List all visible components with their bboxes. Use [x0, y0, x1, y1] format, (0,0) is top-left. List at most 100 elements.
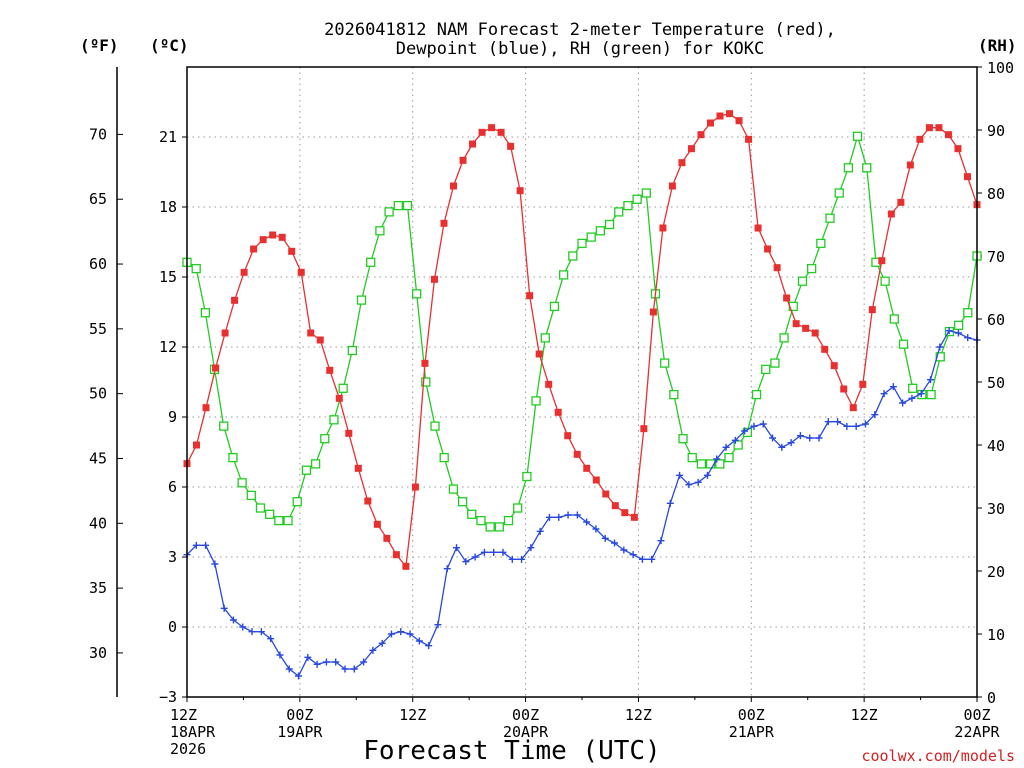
- dewpoint-point: [276, 651, 284, 659]
- tick-label-time: 20APR: [503, 723, 549, 741]
- rh-point: [825, 213, 835, 223]
- unit-label-fahrenheit: (ºF): [80, 36, 119, 55]
- dewpoint-point: [731, 436, 739, 444]
- temperature-point: [288, 247, 296, 255]
- temperature-point: [830, 362, 838, 370]
- temperature-point: [916, 135, 924, 143]
- dewpoint-point: [620, 546, 628, 554]
- rh-point: [246, 490, 256, 501]
- rh-point: [347, 345, 357, 356]
- rh-point: [503, 515, 514, 526]
- rh-point: [568, 251, 578, 261]
- chart-title-line2: Dewpoint (blue), RH (green) for KOKC: [396, 39, 764, 59]
- temperature-point: [592, 476, 600, 484]
- dewpoint-point: [248, 628, 256, 636]
- credit-link[interactable]: coolwx.com/models: [861, 747, 1015, 765]
- temperature-point: [706, 119, 714, 127]
- temperature-point: [716, 112, 724, 120]
- temperature-point: [792, 320, 800, 328]
- tick-label-celsius: 6: [168, 478, 177, 496]
- tick-label-fahrenheit: 60: [89, 255, 107, 273]
- temperature-point: [488, 124, 496, 132]
- dewpoint-point: [666, 499, 674, 507]
- rh-point: [329, 415, 339, 425]
- dewpoint-point: [397, 628, 405, 636]
- x-axis-label: Forecast Time (UTC): [363, 736, 660, 766]
- rh-point: [485, 522, 495, 532]
- tick-label-celsius: 18: [159, 198, 177, 216]
- tick-label-fahrenheit: 65: [89, 190, 107, 208]
- rh-point: [255, 503, 266, 513]
- tick-label-fahrenheit: 35: [89, 579, 107, 597]
- tick-label-fahrenheit: 45: [89, 449, 107, 467]
- temperature-point: [868, 306, 876, 314]
- dewpoint-point: [378, 639, 386, 647]
- temperature-point: [383, 534, 391, 542]
- rh-point: [467, 509, 477, 519]
- temperature-point: [897, 198, 905, 206]
- dewpoint-point: [657, 537, 665, 545]
- series-dewpoint: [183, 327, 981, 680]
- dewpoint-point: [769, 434, 777, 442]
- dewpoint-point: [796, 432, 804, 440]
- dewpoint-point: [387, 630, 395, 638]
- temperature-point: [564, 432, 572, 440]
- rh-point: [430, 421, 440, 431]
- rh-point: [852, 131, 863, 141]
- rh-point: [660, 358, 670, 368]
- rh-point: [412, 289, 422, 299]
- rh-point: [926, 389, 936, 400]
- rh-point: [558, 270, 569, 280]
- rh-point: [476, 515, 486, 526]
- temperature-point: [259, 236, 267, 244]
- dewpoint-point: [759, 420, 767, 428]
- temperature-point: [364, 497, 372, 505]
- rh-point: [439, 452, 449, 463]
- temperature-point: [373, 520, 381, 528]
- dewpoint-point: [834, 418, 842, 426]
- temperature-point: [849, 404, 857, 412]
- temperature-point: [611, 502, 619, 510]
- tick-label-rh: 10: [987, 626, 1005, 644]
- temperature-point: [411, 483, 419, 491]
- dewpoint-point: [964, 334, 972, 342]
- rh-point: [301, 465, 312, 475]
- rh-point: [604, 219, 615, 230]
- dewpoint-point: [927, 376, 935, 384]
- temperature-point: [345, 429, 353, 437]
- rh-point: [375, 226, 385, 236]
- temperature-point: [507, 142, 515, 150]
- rh-point: [292, 497, 302, 507]
- dewpoint-point: [490, 548, 498, 556]
- dewpoint-point: [824, 418, 832, 426]
- dewpoint-point: [499, 548, 507, 556]
- rh-point: [889, 314, 899, 324]
- rh-point: [421, 377, 431, 387]
- temperature-point: [668, 182, 676, 190]
- temperature-point: [935, 124, 943, 132]
- temperature-point: [297, 268, 305, 276]
- tick-label-time: 12Z: [625, 706, 652, 724]
- temperature-point: [212, 364, 220, 372]
- dewpoint-point: [295, 672, 303, 680]
- dewpoint-point: [703, 471, 711, 479]
- dewpoint-point: [434, 621, 442, 629]
- dewpoint-point: [564, 511, 572, 519]
- rh-point: [807, 263, 817, 274]
- temperature-point: [269, 231, 277, 239]
- dewpoint-point: [285, 665, 293, 673]
- axis-ticks: −3 0 3 6 9 12 15 18 21 30 35 40 45 50 55 60 65 70 0 10 20 30 4…: [89, 59, 1014, 758]
- rh-point: [779, 333, 789, 343]
- tick-label-time: 12Z: [399, 706, 426, 724]
- tick-label-celsius: 12: [159, 338, 177, 356]
- rh-point: [356, 295, 367, 305]
- dewpoint-point: [750, 422, 758, 430]
- rh-point: [696, 459, 707, 469]
- rh-point: [531, 396, 541, 406]
- temperature-point: [906, 161, 914, 169]
- temperature-point: [202, 404, 210, 412]
- rh-point: [632, 194, 642, 204]
- dewpoint-point: [843, 422, 851, 430]
- temperature-point: [659, 224, 667, 232]
- temperature-point: [573, 450, 581, 458]
